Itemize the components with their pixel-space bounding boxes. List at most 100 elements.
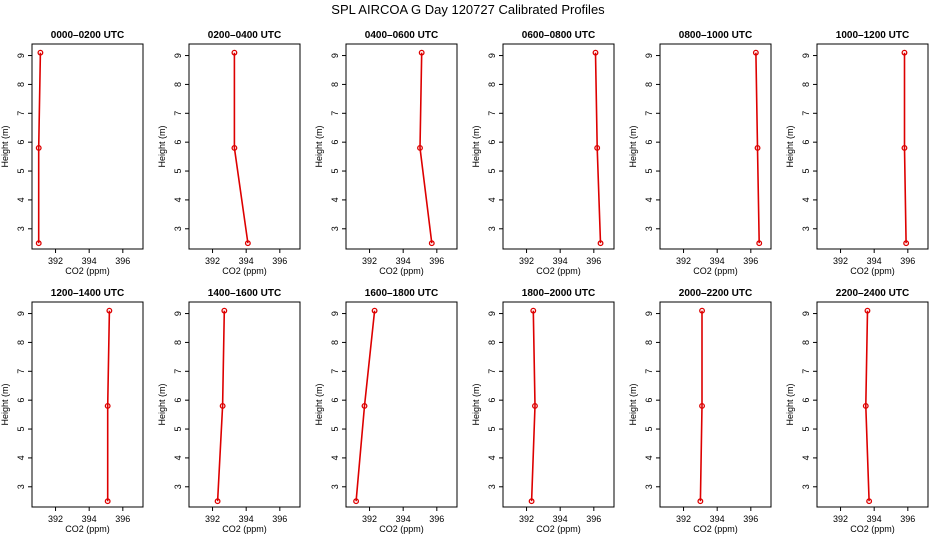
x-tick-label: 396 [586,514,601,524]
panel-4: 0600–0800 UTC 392 394 396 3 4 5 6 7 8 9 CO2 (ppm) He… [471,30,615,276]
plot-frame [816,43,929,250]
y-tick-label: 4 [330,455,340,460]
plot-frame [659,43,772,250]
panel-title: 1200–1400 UTC [51,288,124,299]
x-tick-label: 394 [710,514,725,524]
y-tick-label: 4 [801,455,811,460]
profile-point [699,402,705,409]
profile-line [594,52,602,244]
y-tick-label: 7 [644,369,654,374]
y-tick-label: 6 [330,140,340,145]
profile-point [592,49,599,56]
profile-point [756,240,763,247]
y-tick-label: 3 [487,484,497,489]
y-tick-label: 9 [16,53,26,58]
y-tick-label: 7 [801,369,811,374]
y-axis-label: Height (m) [628,125,638,167]
profile-point [371,307,378,314]
x-tick-label: 392 [362,514,377,524]
panel-title: 1800–2000 UTC [522,288,595,299]
profile-point [903,240,910,247]
profile-line [37,52,42,244]
x-tick-label: 394 [82,514,97,524]
x-tick-label: 392 [833,514,848,524]
y-tick-label: 4 [487,197,497,202]
profile-line [106,310,111,502]
y-tick-label: 8 [487,82,497,87]
x-tick-label: 392 [205,256,220,266]
y-tick-label: 7 [487,369,497,374]
x-tick-label: 396 [743,514,758,524]
profile-point [418,49,425,56]
x-tick-label: 392 [833,256,848,266]
y-tick-label: 6 [16,398,26,403]
x-tick-label: 394 [82,256,97,266]
panel-8: 1400–1600 UTC 392 394 396 3 4 5 6 7 8 9 CO2 (ppm) He… [157,288,301,534]
panel-7: 1200–1400 UTC 392 394 396 3 4 5 6 7 8 9 CO2 (ppm) He… [0,288,144,534]
y-tick-label: 3 [644,484,654,489]
profile-point [862,402,869,409]
x-axis-label: CO2 (ppm) [850,266,895,276]
y-tick-label: 7 [16,111,26,116]
x-tick-label: 394 [553,256,568,266]
y-tick-label: 4 [644,197,654,202]
y-tick-label: 3 [16,226,26,231]
y-tick-label: 7 [330,369,340,374]
y-axis-label: Height (m) [157,125,167,167]
panel-6: 1000–1200 UTC 392 394 396 3 4 5 6 7 8 9 CO2 (ppm) He… [785,30,929,276]
y-tick-label: 8 [644,82,654,87]
profile-point [106,307,113,314]
panel-title: 0000–0200 UTC [51,30,124,41]
x-tick-label: 394 [867,256,882,266]
profile-point [697,498,704,505]
y-tick-label: 7 [173,111,183,116]
panel-title: 0200–0400 UTC [208,30,281,41]
y-tick-label: 9 [801,311,811,316]
profile-point [244,240,251,247]
panel-title: 0400–0600 UTC [365,30,438,41]
x-tick-label: 392 [48,256,63,266]
profile-point [597,240,604,247]
profile-line [903,52,907,244]
panel-title: 1000–1200 UTC [836,30,909,41]
x-tick-label: 394 [710,256,725,266]
profile-line [419,52,433,244]
y-tick-label: 5 [487,169,497,174]
panel-title: 1600–1800 UTC [365,288,438,299]
panel-9: 1600–1800 UTC 392 394 396 3 4 5 6 7 8 9 CO2 (ppm) He… [314,288,458,534]
profile-line [530,310,536,502]
y-tick-label: 5 [487,427,497,432]
x-tick-label: 394 [396,256,411,266]
panel-1: 0000–0200 UTC 392 394 396 3 4 5 6 7 8 9 CO2 (ppm) He… [0,30,144,276]
y-tick-label: 9 [801,53,811,58]
panel-title: 0800–1000 UTC [679,30,752,41]
x-tick-label: 392 [48,514,63,524]
x-axis-label: CO2 (ppm) [379,524,424,534]
y-tick-label: 4 [173,197,183,202]
x-axis-label: CO2 (ppm) [693,266,738,276]
x-axis-label: CO2 (ppm) [536,524,581,534]
y-tick-label: 9 [173,53,183,58]
profile-point [901,49,908,56]
x-tick-label: 392 [205,514,220,524]
profile-point [104,402,111,409]
x-tick-label: 394 [396,514,411,524]
profile-point [752,49,759,56]
x-tick-label: 396 [900,256,915,266]
x-tick-label: 394 [867,514,882,524]
y-tick-label: 6 [173,140,183,145]
plot-frame [31,301,144,508]
plot-frame [816,301,929,508]
y-tick-label: 7 [487,111,497,116]
y-axis-label: Height (m) [0,125,10,167]
x-tick-label: 396 [115,256,130,266]
y-tick-label: 9 [330,311,340,316]
x-tick-label: 396 [900,514,915,524]
y-tick-label: 7 [644,111,654,116]
y-tick-label: 4 [173,455,183,460]
y-axis-label: Height (m) [157,383,167,425]
panel-11: 2000–2200 UTC 392 394 396 3 4 5 6 7 8 9 CO2 (ppm) He… [628,288,772,534]
plot-frame [345,43,458,250]
profile-point [699,307,705,314]
